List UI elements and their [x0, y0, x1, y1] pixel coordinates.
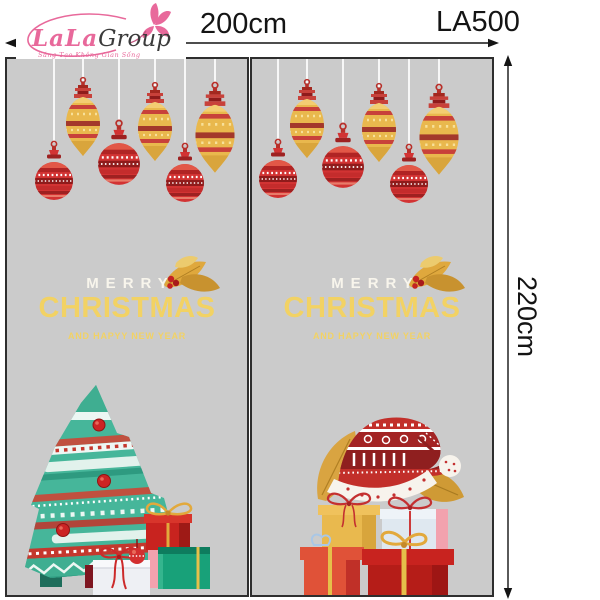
gold-bauble-icon — [65, 78, 101, 157]
christmas-text: CHRISTMAS — [38, 292, 216, 324]
santa-hat — [327, 417, 461, 502]
hat-trim — [327, 470, 437, 502]
logo-tagline: Sáng Tạo Không Gian Sống — [38, 51, 141, 59]
gold-bauble-icon — [137, 83, 173, 162]
merry-text: MERRY — [86, 275, 175, 292]
red-bauble-icon — [258, 139, 298, 198]
decal-panel-right: MERRY CHRISTMAS AND HAPYY NEW YEAR — [250, 57, 494, 597]
red-bauble-icon — [321, 123, 365, 187]
gift-pink — [148, 543, 159, 588]
brand-logo: LaLaGroup Sáng Tạo Không Gian Sống — [16, 3, 186, 59]
hanging-baubles-art — [7, 59, 247, 229]
gift-orange — [300, 533, 364, 595]
gift-big-red-gold-bow — [362, 530, 454, 595]
logo-wordmark: LaLaGroup — [32, 25, 171, 52]
happy-new-year-text: AND HAPYY NEW YEAR — [67, 331, 187, 341]
hanging-bauble — [129, 539, 145, 564]
merry-text: MERRY — [331, 275, 420, 292]
red-bauble-icon — [97, 120, 141, 184]
red-bauble-icon — [389, 144, 429, 203]
product-code-label: LA500 — [436, 6, 520, 38]
gold-bauble-icon — [194, 82, 235, 173]
gift-teal — [158, 547, 210, 589]
gift-darkred — [85, 565, 96, 588]
christmas-tree-gifts-art — [25, 385, 210, 595]
hanging-baubles-art — [250, 59, 471, 229]
gold-bauble-icon — [289, 80, 325, 159]
logo-flower-icon — [27, 3, 171, 57]
red-bauble-icon — [34, 141, 74, 200]
logo-lala: LaLa — [32, 25, 99, 52]
hat-pompom — [439, 455, 461, 477]
height-dimension-label: 220cm — [512, 276, 542, 358]
gift-blue-red-bow — [380, 496, 448, 557]
height-dimension-arrow — [503, 55, 513, 599]
holly-icon — [408, 255, 466, 293]
holly-icon — [163, 255, 221, 293]
red-bauble-icon — [165, 143, 205, 202]
gift-gold-red-bow — [318, 492, 380, 556]
santa-hat-gifts-art — [300, 417, 464, 595]
logo-group: Group — [98, 26, 171, 52]
width-dimension-label: 200cm — [200, 8, 288, 40]
christmas-text: CHRISTMAS — [283, 292, 461, 324]
gift-red-gold-bow — [144, 502, 193, 550]
gold-bauble-icon — [361, 84, 397, 163]
tree-baubles — [56, 418, 111, 537]
decal-panel-left: MERRY CHRISTMAS AND HAPYY NEW YEAR — [5, 57, 249, 597]
gold-bauble-icon — [418, 84, 459, 175]
happy-new-year-text: AND HAPYY NEW YEAR — [312, 331, 432, 341]
